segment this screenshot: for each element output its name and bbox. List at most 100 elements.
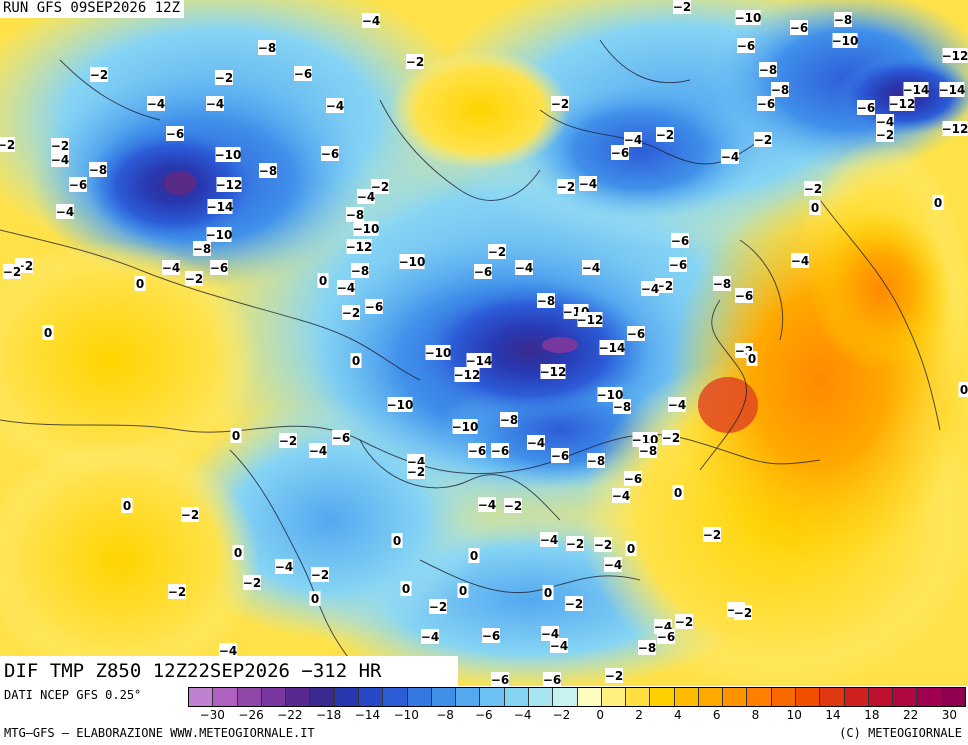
svg-text:−6: −6 xyxy=(365,300,383,314)
contour-label: −4 xyxy=(541,626,559,641)
svg-text:−2: −2 xyxy=(557,180,575,194)
contour-label: −4 xyxy=(309,443,327,458)
svg-text:−12: −12 xyxy=(540,365,567,379)
contour-label: −10 xyxy=(215,147,241,162)
contour-label: −4 xyxy=(579,176,597,191)
contour-label: −2 xyxy=(566,536,584,551)
svg-text:−2: −2 xyxy=(565,597,583,611)
run-title: RUN GFS 09SEP2026 12Z xyxy=(0,0,185,18)
svg-text:−4: −4 xyxy=(515,261,533,275)
svg-text:−2: −2 xyxy=(734,606,752,620)
contour-label: −2 xyxy=(406,54,424,69)
svg-text:−6: −6 xyxy=(468,444,486,458)
contour-label: −4 xyxy=(791,253,809,268)
contour-label: −12 xyxy=(216,177,242,192)
svg-text:−8: −8 xyxy=(638,641,656,655)
contour-label: −2 xyxy=(243,575,261,590)
contour-label: −10 xyxy=(353,221,379,236)
svg-text:−2: −2 xyxy=(342,306,360,320)
color-scale-tick-label: 30 xyxy=(941,708,958,722)
svg-text:−8: −8 xyxy=(193,242,211,256)
svg-text:0: 0 xyxy=(44,326,52,340)
contour-label: −6 xyxy=(210,260,228,275)
svg-text:0: 0 xyxy=(544,586,552,600)
color-swatch xyxy=(917,688,942,706)
svg-text:−2: −2 xyxy=(804,182,822,196)
svg-text:−8: −8 xyxy=(834,13,852,27)
contour-label: −6 xyxy=(551,448,569,463)
contour-label: −2 xyxy=(734,605,752,620)
footer: DATI NCEP GFS 0.25° −30 −26 −22 −18 −14 −10 −8… xyxy=(0,686,968,745)
color-scale-tick-label: 2 xyxy=(635,708,643,722)
svg-text:−6: −6 xyxy=(857,101,875,115)
svg-text:−4: −4 xyxy=(362,14,380,28)
contour-label: −6 xyxy=(468,443,486,458)
color-scale-tick-label: 14 xyxy=(825,708,841,722)
contour-label: −8 xyxy=(638,640,656,655)
color-scale-tick-label: 22 xyxy=(903,708,919,722)
svg-text:−14: −14 xyxy=(466,354,493,368)
svg-text:−2: −2 xyxy=(656,128,674,142)
color-scale-bar xyxy=(188,687,966,707)
contour-label: −2 xyxy=(488,244,506,259)
contour-label: −14 xyxy=(939,82,965,97)
svg-text:−8: −8 xyxy=(346,208,364,222)
svg-text:−8: −8 xyxy=(771,83,789,97)
svg-text:−4: −4 xyxy=(51,153,69,167)
svg-text:−6: −6 xyxy=(757,97,775,111)
contour-label: −6 xyxy=(624,471,642,486)
contour-label: −2 xyxy=(504,498,522,513)
color-swatch xyxy=(213,688,238,706)
contour-label: −6 xyxy=(737,38,755,53)
contour-label: −14 xyxy=(466,353,493,368)
contour-label: −4 xyxy=(206,96,224,111)
contour-label: −8 xyxy=(351,263,369,278)
contour-label: −8 xyxy=(587,453,605,468)
svg-text:−6: −6 xyxy=(624,472,642,486)
contour-label: −2 xyxy=(311,567,329,582)
svg-text:−4: −4 xyxy=(527,436,545,450)
contour-label: 0 xyxy=(932,195,944,210)
contour-label: −2 xyxy=(185,271,203,286)
contour-label: −4 xyxy=(421,629,439,644)
svg-text:−4: −4 xyxy=(582,261,600,275)
contour-label: −6 xyxy=(321,146,339,161)
color-scale-tick-label: −18 xyxy=(315,708,342,722)
svg-text:−2: −2 xyxy=(675,615,693,629)
svg-text:−4: −4 xyxy=(219,644,237,658)
svg-text:−4: −4 xyxy=(721,150,739,164)
contour-label: 0 xyxy=(542,585,554,600)
svg-text:−6: −6 xyxy=(657,630,675,644)
contour-label: −2 xyxy=(804,181,822,196)
svg-text:−10: −10 xyxy=(832,34,859,48)
contour-label: 0 xyxy=(672,485,684,500)
color-swatch xyxy=(844,688,869,706)
contour-label: 0 xyxy=(809,200,821,215)
svg-text:−8: −8 xyxy=(351,264,369,278)
contour-label: −10 xyxy=(425,345,451,360)
svg-text:−6: −6 xyxy=(627,327,645,341)
contour-label: −4 xyxy=(721,149,739,164)
color-swatch xyxy=(261,688,287,706)
svg-text:−6: −6 xyxy=(491,673,509,686)
contour-label: −4 xyxy=(624,132,642,147)
color-swatch xyxy=(941,688,965,706)
svg-text:−2: −2 xyxy=(605,669,623,683)
svg-text:−4: −4 xyxy=(478,498,496,512)
color-swatch xyxy=(796,688,821,706)
contour-label: −6 xyxy=(790,20,808,35)
svg-text:−2: −2 xyxy=(655,279,673,293)
contour-label: −8 xyxy=(500,412,518,427)
svg-text:−4: −4 xyxy=(791,254,809,268)
color-swatch xyxy=(407,688,432,706)
contour-label: −6 xyxy=(69,177,87,192)
svg-text:−6: −6 xyxy=(321,147,339,161)
svg-text:−14: −14 xyxy=(207,200,234,214)
contour-label: −4 xyxy=(357,189,375,204)
svg-text:−4: −4 xyxy=(604,558,622,572)
contour-label: −10 xyxy=(399,254,425,269)
svg-text:−2: −2 xyxy=(876,128,894,142)
contour-label: −2 xyxy=(181,507,199,522)
contour-label: −2 xyxy=(673,0,691,14)
contour-label: −2 xyxy=(594,537,612,552)
